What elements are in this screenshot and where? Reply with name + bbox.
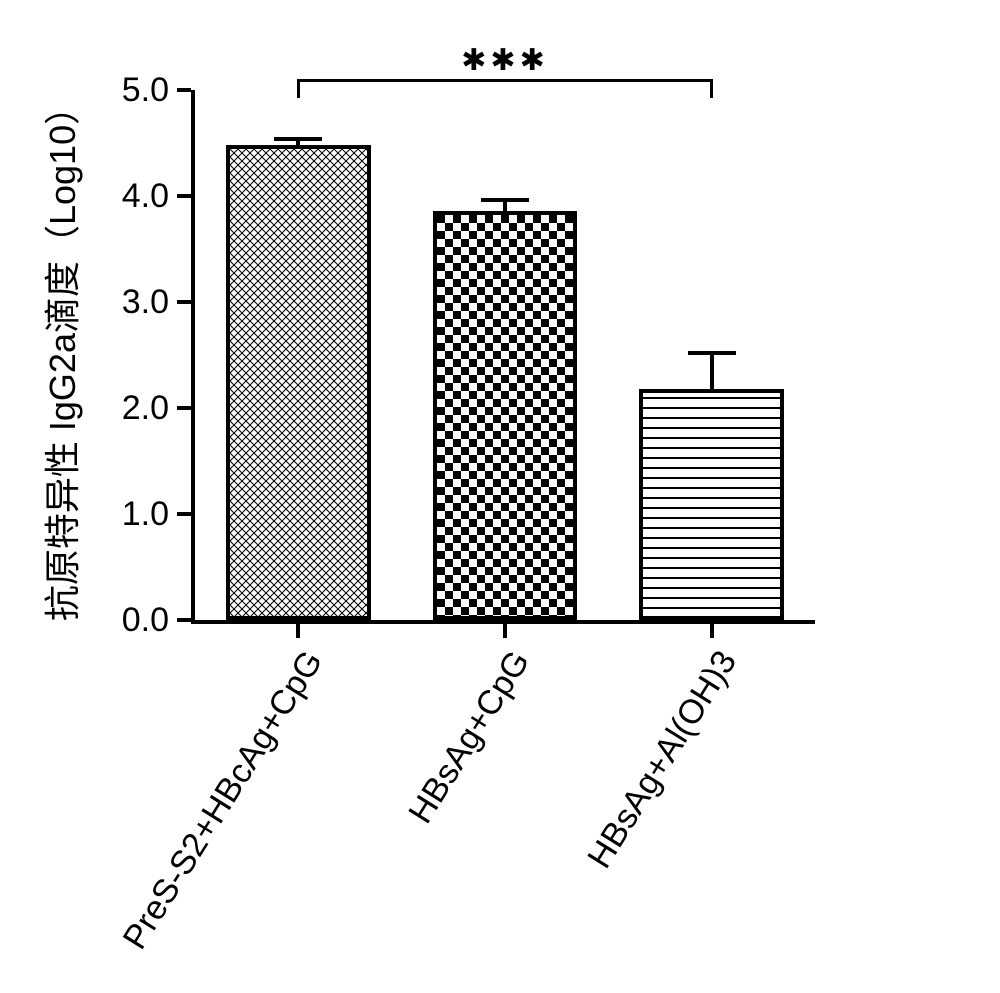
chart-bar (639, 389, 784, 620)
y-tick-label: 0.0 (122, 601, 169, 640)
x-category-label: HBsAg+Al(OH)3 (580, 644, 745, 875)
significance-bracket-drop (710, 79, 713, 98)
figure-root: 抗原特异性 IgG2a滴度（Log10） ✱✱✱ 0.0 1.0 2.0 3.0 4.0… (0, 0, 1000, 993)
y-tick (177, 512, 191, 516)
error-bar-cap (688, 351, 736, 355)
y-axis-title: 抗原特异性 IgG2a滴度（Log10） (34, 89, 86, 621)
x-category-label: HBsAg+CpG (401, 644, 538, 831)
error-bar-stem (710, 353, 714, 389)
y-tick-label: 4.0 (122, 177, 169, 216)
significance-stars: ✱✱✱ (461, 43, 548, 78)
y-tick-label: 3.0 (122, 283, 169, 322)
error-bar-cap (274, 137, 322, 141)
x-category-label: PreS-S2+HBcAg+CpG (116, 644, 331, 956)
error-bar-cap (481, 198, 529, 202)
y-tick-label: 5.0 (122, 71, 169, 110)
significance-bracket-horizontal (298, 79, 711, 82)
y-tick (177, 406, 191, 410)
y-tick-label: 2.0 (122, 389, 169, 428)
chart-bar (226, 145, 371, 620)
y-tick (177, 194, 191, 198)
y-axis-line (191, 90, 195, 624)
x-tick (503, 624, 507, 638)
y-tick (177, 618, 191, 622)
y-tick (177, 88, 191, 92)
y-tick-label: 1.0 (122, 495, 169, 534)
y-tick (177, 300, 191, 304)
significance-bracket-drop (297, 79, 300, 98)
x-tick (296, 624, 300, 638)
chart-bar (433, 211, 578, 620)
x-tick (710, 624, 714, 638)
